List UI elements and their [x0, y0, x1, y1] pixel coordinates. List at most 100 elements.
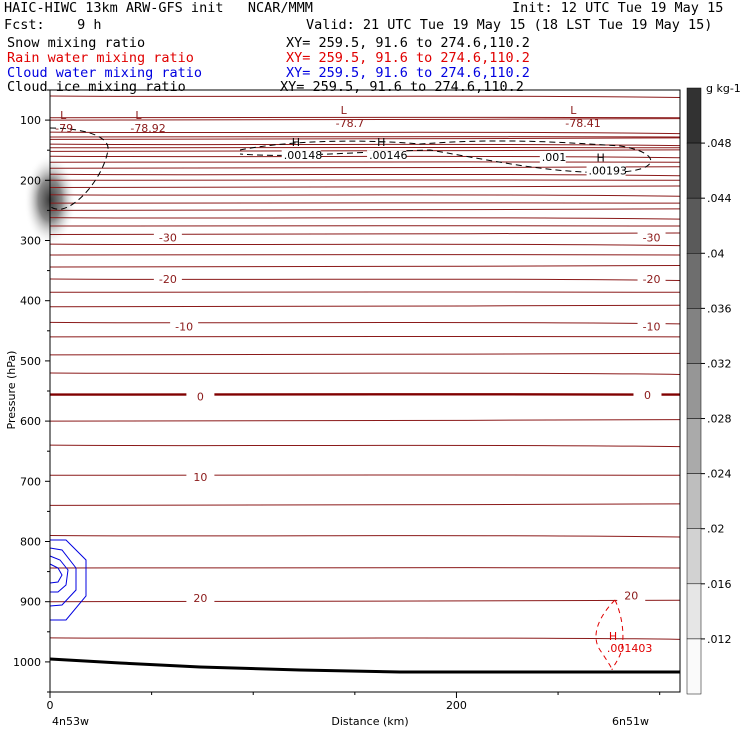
- x-tick-label: 200: [446, 699, 467, 712]
- low-marker: L: [135, 109, 142, 122]
- colorbar-segment: [686, 473, 702, 529]
- temperature-label-bg: [617, 588, 646, 602]
- isotherm-line: [49, 321, 681, 325]
- ice-max-value: .001: [542, 151, 567, 164]
- isotherm-line: [49, 185, 681, 189]
- colorbar: .048 .044 .04 .036 .032 .028 .024 .02 .016 .012: [686, 87, 732, 695]
- isotherm-line: [49, 352, 681, 356]
- ice-value-bg: [281, 150, 321, 162]
- low-marker: L: [60, 109, 67, 122]
- y-tick-label: 100: [20, 114, 41, 127]
- ice-max-value: .00148: [284, 149, 323, 162]
- temperature-label-bg: [633, 388, 662, 402]
- colorbar-segment: [686, 528, 702, 585]
- colorbar-segment: [686, 197, 702, 254]
- colorbar-segment: [686, 583, 702, 640]
- ice-contours: [49, 127, 652, 210]
- isotherm-line: [49, 503, 681, 507]
- temperature-label-bg: [186, 591, 215, 605]
- temperature-label: -20: [159, 273, 177, 286]
- colorbar-label: .028: [707, 413, 732, 426]
- y-tick-label: 900: [20, 596, 41, 609]
- rain-max-value: .001403: [607, 642, 653, 655]
- x-end-label: 6n51w: [612, 715, 649, 728]
- colorbar-label: .016: [707, 578, 732, 591]
- colorbar-label: .044: [707, 192, 732, 205]
- isotherm-line: [49, 166, 681, 170]
- colorbar-segment: [686, 87, 702, 144]
- temperature-label-bg: [186, 389, 215, 403]
- colorbar-unit: g kg-1: [706, 82, 740, 95]
- ice-max-marker: H: [377, 136, 385, 149]
- isotherm-line: [49, 143, 681, 147]
- temperature-label-bg: [637, 319, 666, 333]
- y-tick-label: 500: [20, 355, 41, 368]
- isotherm-line: [49, 179, 681, 182]
- colorbar-segment: [686, 142, 702, 199]
- x-axis-label: Distance (km): [331, 715, 408, 728]
- ice-value-bg: [539, 152, 566, 164]
- init-time: Init: 12 UTC Tue 19 May 15: [512, 0, 724, 16]
- ice-value-bg: [586, 165, 626, 177]
- ice-max-marker: H: [597, 151, 605, 164]
- field-rain-xy: XY= 259.5, 91.6 to 274.6,110.2: [286, 50, 530, 66]
- isotherm-line: [49, 173, 681, 177]
- isotherm-line: [49, 534, 681, 538]
- isotherm-line: [49, 372, 681, 375]
- isotherm-line: [49, 232, 681, 236]
- cloud-water-contours: [49, 539, 87, 621]
- isotherm-line: [49, 161, 681, 164]
- ice-max-value: .00146: [369, 149, 408, 162]
- temperature-label-bg: [186, 470, 215, 484]
- low-value: -78.7: [336, 117, 364, 130]
- temperature-label-bg: [153, 272, 182, 286]
- isotherm-line: [49, 474, 681, 477]
- field-snow-label: Snow mixing ratio: [7, 35, 146, 51]
- isotherm-line: [49, 194, 681, 197]
- isotherm-line: [49, 95, 681, 99]
- colorbar-segment: [686, 308, 702, 364]
- header-title: HAIC-HIWC 13km ARW-GFS init NCAR/MMM: [4, 0, 313, 16]
- ice-max-value: .00193: [589, 164, 628, 177]
- isotherm-line: [49, 155, 681, 159]
- field-snow-xy: XY= 259.5, 91.6 to 274.6,110.2: [286, 35, 530, 51]
- isotherm-line: [49, 254, 681, 256]
- low-value: -78.41: [565, 117, 600, 130]
- isotherm-line: [49, 304, 681, 308]
- colorbar-segment: [686, 363, 702, 419]
- rain-max-marker: H: [609, 630, 617, 643]
- x-tick-label: 0: [47, 699, 54, 712]
- low-marker: L: [341, 104, 348, 117]
- isotherm-line: [49, 637, 681, 640]
- isotherm-line: [49, 217, 681, 220]
- colorbar-label: .032: [707, 357, 732, 370]
- valid-time: Valid: 21 UTC Tue 19 May 15 (18 LST Tue …: [306, 17, 713, 33]
- colorbar-segment: [686, 418, 702, 474]
- x-start-label: 4n53w: [52, 715, 89, 728]
- isotherm-line: [49, 136, 681, 138]
- forecast-hour: Fcst: 9 h: [4, 17, 102, 33]
- y-tick-label: 800: [20, 536, 41, 549]
- field-cloudice-label: Cloud ice mixing ratio: [7, 79, 186, 95]
- colorbar-label: .012: [707, 633, 732, 646]
- temperature-label: 0: [197, 390, 204, 403]
- y-tick-label: 1000: [13, 656, 41, 669]
- isotherm-line: [49, 419, 681, 423]
- field-cloudice-xy: XY= 259.5, 91.6 to 274.6,110.2: [280, 79, 524, 95]
- temperature-label: 10: [193, 471, 207, 484]
- colorbar-segment: [686, 253, 702, 309]
- isotherm-line: [49, 599, 681, 603]
- temperature-label-bg: [637, 272, 666, 286]
- temperature-label-bg: [170, 319, 199, 333]
- low-value: -78.92: [130, 122, 165, 135]
- isotherm-line: [49, 264, 681, 268]
- isotherm-line: [49, 202, 681, 205]
- rain-contours: [595, 599, 624, 671]
- colorbar-label: .04: [707, 247, 725, 260]
- temperature-label: 20: [193, 592, 207, 605]
- temperature-label-bg: [153, 230, 182, 244]
- colorbar-label: .048: [707, 137, 732, 150]
- temperature-label: 0: [644, 389, 651, 402]
- colorbar-label: .024: [707, 468, 732, 481]
